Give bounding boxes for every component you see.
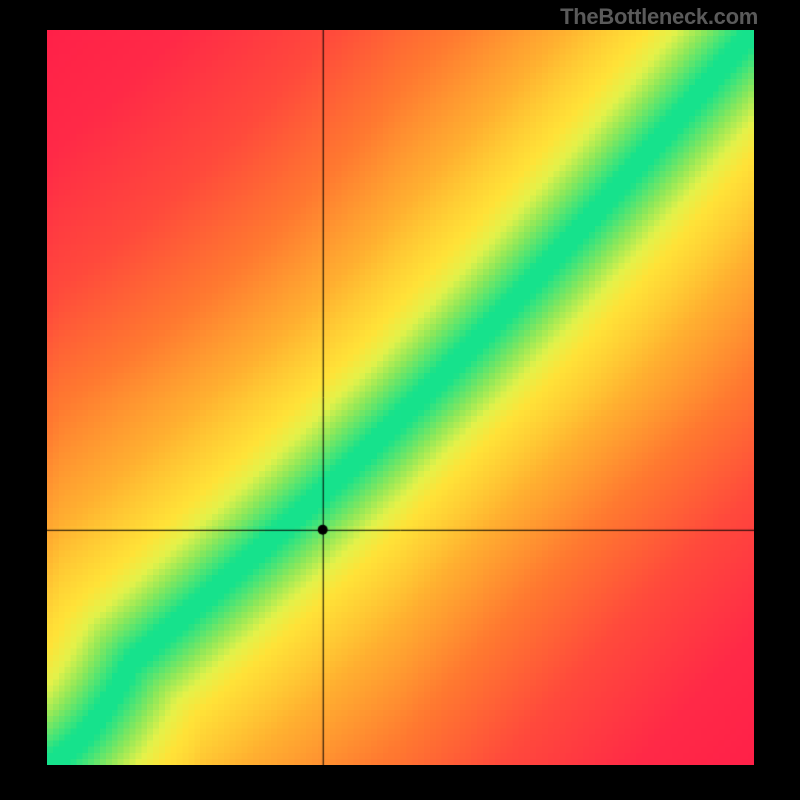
attribution-text: TheBottleneck.com <box>560 4 758 30</box>
page-container: TheBottleneck.com <box>0 0 800 800</box>
bottleneck-heatmap <box>47 30 754 765</box>
